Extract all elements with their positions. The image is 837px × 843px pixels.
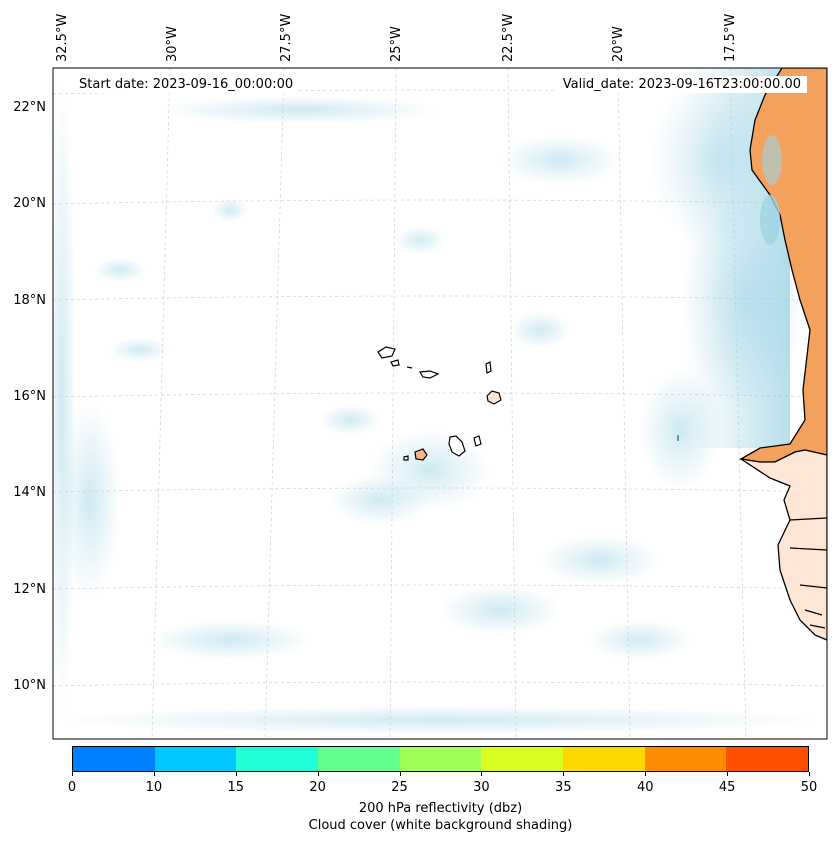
lat-label: 12°N [13,582,46,597]
colorbar-segment [481,747,564,771]
colorbar-tick-label: 15 [227,780,245,795]
colorbar-tick-label: 25 [391,780,408,795]
colorbar-subcaption: Cloud cover (white background shading) [308,818,573,833]
valid-date-label: Valid_date: 2023-09-16T23:00:00.00 [556,76,807,93]
colorbar-tick-label: 40 [636,780,654,795]
map-panel: 32.5°W 30°W 27.5°W 25°W 22.5°W 20°W 17.5… [13,14,828,740]
colorbar-tick [727,772,729,776]
colorbar-tick-label: 0 [67,780,77,795]
colorbar-caption: 200 hPa reflectivity (dbz) [358,801,523,816]
lat-label: 14°N [13,485,46,500]
map-content [53,68,827,739]
colorbar-tick [809,772,810,776]
lon-label: 27.5°W [279,14,294,62]
colorbar-tick [645,772,647,776]
latitude-labels: 22°N 20°N 18°N 16°N 14°N 12°N 10°N [13,100,46,693]
longitude-labels: 32.5°W 30°W 27.5°W 25°W 22.5°W 20°W 17.5… [55,14,738,62]
lon-label: 25°W [389,26,404,62]
colorbar [72,746,809,772]
colorbar-segment [644,747,727,771]
colorbar-segment [236,747,319,771]
africa-coast [739,68,827,641]
colorbar-segment [73,747,155,771]
lat-label: 10°N [13,678,46,693]
lon-label: 22.5°W [501,14,516,62]
lon-label: 17.5°W [723,14,738,62]
lat-label: 20°N [13,196,46,211]
colorbar-tick-label: 20 [309,780,326,795]
colorbar-tick-label: 10 [145,780,163,795]
colorbar-tick [563,772,565,776]
lon-label: 32.5°W [55,14,70,62]
map-frame [52,67,828,740]
colorbar-tick [153,772,155,776]
colorbar-tick [317,772,319,776]
lat-label: 18°N [13,293,46,308]
colorbar-tick [72,772,73,776]
colorbar-ticks: 0 10 15 20 25 30 35 40 45 50 [68,772,817,802]
colorbar-segment [726,747,809,771]
colorbar-tick-label: 35 [555,780,572,795]
colorbar-tick [481,772,483,776]
colorbar-segment [563,747,645,771]
colorbar-tick [399,772,401,776]
colorbar-segment [399,747,482,771]
colorbar-tick-label: 45 [718,780,736,795]
lat-label: 22°N [13,100,46,115]
lat-label: 16°N [13,389,46,404]
start-date-label: Start date: 2023-09-16_00:00:00 [73,76,300,93]
colorbar-segment [318,747,400,771]
colorbar-segment [154,747,237,771]
lon-label: 30°W [165,26,180,62]
colorbar-tick-label: 30 [473,780,490,795]
colorbar-tick [235,772,237,776]
colorbar-tick-label: 50 [800,780,818,795]
lon-label: 20°W [611,26,626,62]
cape-verde-islands [377,346,502,461]
